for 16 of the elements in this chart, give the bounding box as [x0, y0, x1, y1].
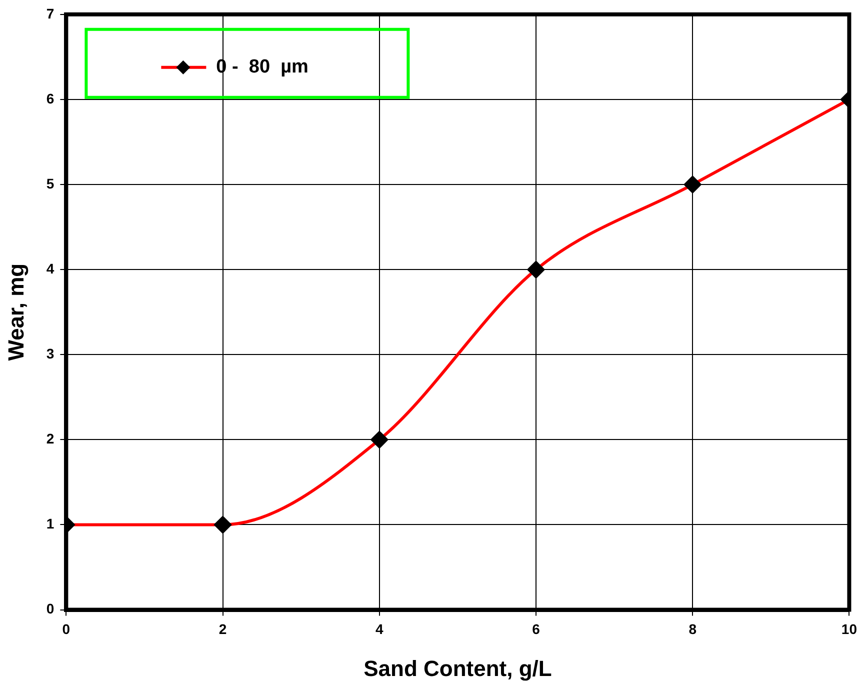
x-tick-label: 8 [688, 621, 697, 638]
y-tick-label: 3 [46, 345, 54, 362]
y-tick-label: 1 [46, 516, 54, 532]
x-tick-label: 4 [376, 621, 384, 638]
x-tick-label: 10 [841, 621, 858, 638]
y-axis-title: Wear, mg [3, 263, 28, 361]
y-tick-label: 5 [46, 175, 54, 192]
y-tick-label: 4 [46, 260, 54, 276]
y-tick-label: 2 [46, 430, 54, 447]
x-tick-label: 2 [218, 621, 227, 638]
x-tick-label: 6 [532, 621, 540, 638]
y-tick-label: 6 [46, 90, 54, 106]
x-axis-title: Sand Content, g/L [364, 656, 552, 681]
y-tick-label: 7 [46, 5, 54, 22]
x-tick-label: 0 [62, 621, 70, 638]
y-tick-label: 0 [46, 600, 54, 617]
